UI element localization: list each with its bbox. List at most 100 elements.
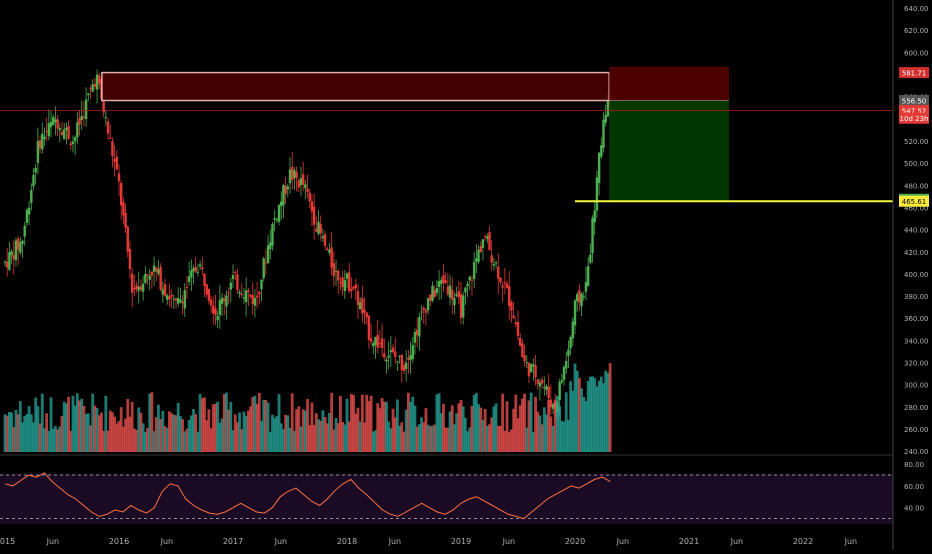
time-tick-label: Jun bbox=[388, 537, 402, 546]
candle-body bbox=[227, 292, 230, 294]
volume-bar bbox=[411, 396, 415, 452]
candle-body bbox=[233, 271, 237, 273]
volume-bar bbox=[174, 415, 178, 452]
volume-bar bbox=[494, 403, 498, 452]
candle-body bbox=[119, 182, 123, 206]
volume-bar bbox=[189, 415, 193, 452]
volume-bar bbox=[251, 397, 255, 452]
candle-body bbox=[25, 209, 29, 223]
volume-bar bbox=[36, 406, 40, 452]
oscillator-tick-label: 60.00 bbox=[904, 483, 924, 491]
candle-body bbox=[201, 267, 204, 270]
candle-body bbox=[597, 152, 601, 183]
candle-body bbox=[212, 305, 215, 314]
candle-body bbox=[407, 357, 410, 360]
candle-body bbox=[84, 99, 88, 120]
volume-bar bbox=[288, 428, 292, 452]
stop-loss-zone bbox=[609, 66, 729, 101]
candle-body bbox=[16, 238, 20, 250]
volume-bar bbox=[84, 414, 88, 452]
candle-body bbox=[43, 136, 46, 140]
candle-body bbox=[71, 141, 75, 145]
candle-body bbox=[82, 116, 86, 118]
candle-body bbox=[396, 361, 399, 363]
oscillator-pane[interactable]: 80.00 60.00 40.00 bbox=[0, 454, 924, 524]
candle-body bbox=[273, 217, 276, 220]
volume-bar bbox=[479, 407, 483, 452]
candle-body bbox=[494, 262, 498, 264]
candle-body bbox=[319, 223, 322, 234]
candle-body bbox=[161, 289, 165, 295]
volume-bar bbox=[86, 413, 90, 452]
candle-body bbox=[190, 270, 193, 278]
candle-body bbox=[38, 140, 42, 149]
volume-bar bbox=[593, 378, 597, 452]
time-tick-label: 2022 bbox=[793, 537, 813, 546]
candle-body bbox=[339, 282, 342, 284]
price-tick-label: 640.00 bbox=[904, 5, 929, 13]
drawing-layer[interactable] bbox=[0, 66, 893, 203]
candle-body bbox=[295, 171, 298, 179]
candle-body bbox=[547, 386, 550, 399]
time-tick-label: 2017 bbox=[223, 537, 243, 546]
volume-bar bbox=[152, 431, 156, 452]
price-pane[interactable] bbox=[3, 69, 612, 419]
volume-bar bbox=[45, 413, 49, 452]
candle-body bbox=[117, 173, 121, 182]
volume-bar bbox=[580, 388, 583, 452]
volume-bar bbox=[279, 423, 283, 452]
candle-body bbox=[538, 382, 542, 387]
candle-body bbox=[352, 286, 355, 289]
volume-bar bbox=[481, 419, 485, 452]
resistance-zone bbox=[101, 71, 610, 102]
volume-bar bbox=[518, 405, 522, 452]
candle-body bbox=[62, 129, 66, 140]
volume-bar bbox=[80, 398, 84, 452]
volume-bar bbox=[25, 413, 29, 452]
volume-bar bbox=[143, 431, 147, 452]
price-label-text: 465.61 bbox=[902, 198, 927, 206]
volume-bar bbox=[433, 424, 437, 452]
time-tick-label: 2021 bbox=[679, 537, 699, 546]
time-tick-label: Jun bbox=[46, 537, 60, 546]
volume-bar bbox=[132, 428, 136, 452]
candle-body bbox=[238, 292, 241, 294]
volume-bar bbox=[385, 401, 388, 452]
candle-body bbox=[244, 290, 248, 302]
volume-bar bbox=[235, 422, 239, 452]
price-tick-label: 600.00 bbox=[904, 49, 929, 57]
volume-bar bbox=[34, 397, 38, 452]
price-label-tag bbox=[899, 95, 929, 107]
price-tick-label: 620.00 bbox=[904, 27, 929, 35]
candle-body bbox=[400, 354, 404, 371]
volume-bar bbox=[18, 401, 22, 452]
volume-bar bbox=[183, 431, 187, 452]
volume-bar bbox=[62, 401, 66, 452]
candle-body bbox=[459, 293, 463, 318]
volume-bar bbox=[148, 393, 152, 452]
candle-body bbox=[56, 119, 59, 129]
volume-bar bbox=[159, 418, 163, 452]
candle-body bbox=[350, 288, 353, 291]
volume-bar bbox=[525, 427, 529, 452]
candle-body bbox=[104, 117, 108, 119]
volume-bar bbox=[97, 415, 101, 452]
volume-bar bbox=[457, 403, 461, 452]
price-tick-label: 480.00 bbox=[904, 182, 929, 190]
candle-body bbox=[488, 232, 491, 251]
time-tick-label: Jun bbox=[502, 537, 516, 546]
time-axis[interactable]: 2015 Jun 2016 Jun 2017 Jun 2018 Jun 2019 Jun 2020 J… bbox=[0, 537, 857, 546]
volume-bar bbox=[389, 428, 393, 452]
volume-bar bbox=[108, 410, 112, 452]
candle-body bbox=[264, 262, 268, 264]
candle-body bbox=[67, 126, 70, 139]
price-label-text: 547.52 bbox=[902, 107, 927, 115]
volume-bar bbox=[354, 413, 358, 452]
candle-body bbox=[584, 282, 588, 292]
candle-body bbox=[593, 210, 596, 223]
price-tick-label: 440.00 bbox=[904, 227, 929, 235]
volume-bar bbox=[198, 394, 202, 452]
volume-bar bbox=[292, 431, 296, 452]
